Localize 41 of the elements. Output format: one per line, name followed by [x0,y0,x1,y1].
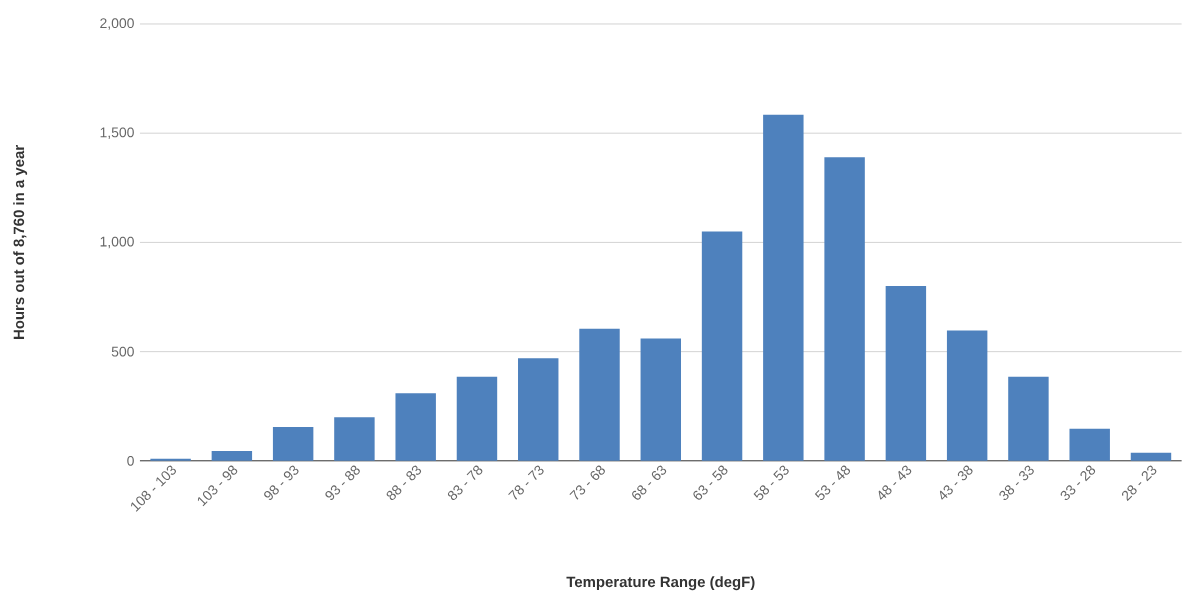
bar [885,286,927,461]
bar [1069,428,1110,461]
x-tick-label: 33 - 28 [1060,465,1096,501]
x-tick-label: 98 - 93 [264,465,299,501]
x-tick-label: 28 - 23 [1121,465,1157,502]
x-tick-label: 58 - 53 [753,465,789,501]
bar [640,338,682,461]
x-tick-label: 53 - 48 [814,465,851,501]
y-tick-label: 500 [111,346,134,357]
bar [946,330,988,461]
y-tick-label: 2,000 [100,18,134,30]
x-tick-label: 93 - 88 [325,465,360,501]
x-tick-label: 83 - 78 [447,465,483,501]
bar [518,358,559,461]
bar [1130,452,1172,461]
bar [395,393,436,461]
x-tick-label: 38 - 33 [999,465,1034,501]
bar [211,451,253,461]
y-tick-label: 0 [127,455,134,466]
x-tick-label: 108 - 103 [131,465,177,512]
y-tick-label: 1,000 [100,236,134,249]
bar [824,157,865,461]
y-axis-title: Hours out of 8,760 in a year [13,145,28,340]
bar [1008,376,1049,461]
x-tick-label: 88 - 83 [386,465,422,501]
x-tick-label: 48 - 43 [878,465,912,500]
bar [701,231,743,461]
bar [334,417,375,461]
x-tick-label: 103 - 98 [197,465,238,507]
bar [150,458,191,461]
x-axis-title: Temperature Range (degF) [566,576,755,591]
x-tick-label: 73 - 68 [569,465,605,500]
bar [579,328,620,461]
x-tick-label: 68 - 63 [632,465,667,500]
bar [456,376,498,461]
y-tick-label: 1,500 [100,127,134,140]
bar [763,114,804,461]
x-tick-label: 78 - 73 [508,465,544,500]
x-tick-label: 63 - 58 [693,465,728,500]
bar [272,427,314,461]
x-tick-label: 43 - 38 [939,465,973,500]
